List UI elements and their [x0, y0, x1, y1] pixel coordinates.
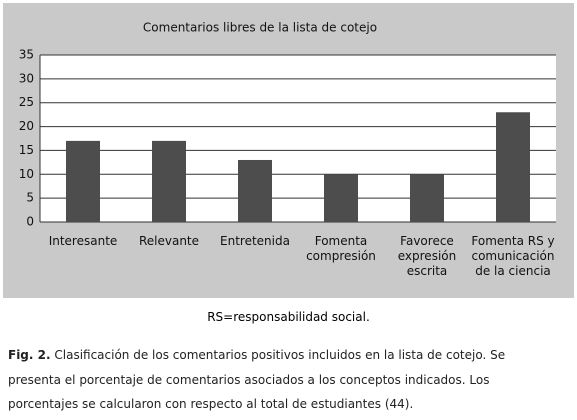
x-tick-label: Relevante	[138, 234, 200, 248]
y-tick-label: 10	[19, 167, 34, 181]
caption-text: Clasificación de los comentarios positiv…	[8, 348, 506, 411]
chart: Comentarios libres de la lista de cotejo…	[19, 21, 556, 229]
bar	[324, 174, 358, 222]
chart-title: Comentarios libres de la lista de cotejo	[143, 21, 377, 35]
note: RS=responsabilidad social.	[207, 310, 370, 324]
caption-label: Fig. 2.	[8, 348, 51, 362]
x-tick-label: Favorece expresión escrita	[397, 234, 457, 278]
x-tick-label: Entretenida	[220, 234, 290, 248]
bar	[238, 159, 272, 222]
y-tick-label: 20	[19, 119, 34, 133]
y-tick-label: 30	[19, 71, 34, 85]
bar	[496, 112, 530, 222]
y-tick-label: 35	[19, 48, 34, 62]
bar	[66, 140, 100, 222]
y-tick-label: 15	[19, 143, 34, 157]
x-tick-label: Fomenta compresión	[306, 234, 376, 263]
y-tick-label: 0	[26, 215, 34, 229]
x-tick-label: Fomenta RS y comunicación de la ciencia	[471, 234, 555, 278]
bar	[152, 140, 186, 222]
y-tick-label: 25	[19, 95, 34, 109]
y-tick-label: 5	[26, 191, 34, 205]
caption: Fig. 2. Clasificación de los comentarios…	[8, 343, 538, 417]
plot-area	[40, 55, 556, 222]
bar	[410, 174, 444, 222]
x-tick-label: Interesante	[48, 234, 118, 248]
